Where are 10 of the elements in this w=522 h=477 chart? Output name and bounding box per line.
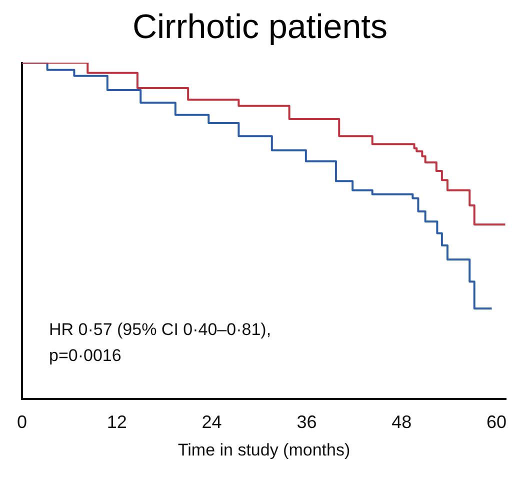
x-tick-label: 48 [392, 412, 412, 432]
x-tick-label: 12 [106, 412, 127, 432]
chart-title: Cirrhotic patients [132, 8, 388, 46]
x-tick-label: 36 [296, 412, 317, 432]
x-tick-label: 24 [202, 412, 222, 432]
annotation: HR 0·57 (95% CI 0·40–0·81), [49, 320, 272, 339]
annotation: p=0·0016 [49, 346, 122, 365]
x-tick-label: 60 [486, 412, 507, 432]
x-tick-label: 0 [16, 412, 28, 432]
x-axis-title: Time in study (months) [178, 440, 350, 460]
